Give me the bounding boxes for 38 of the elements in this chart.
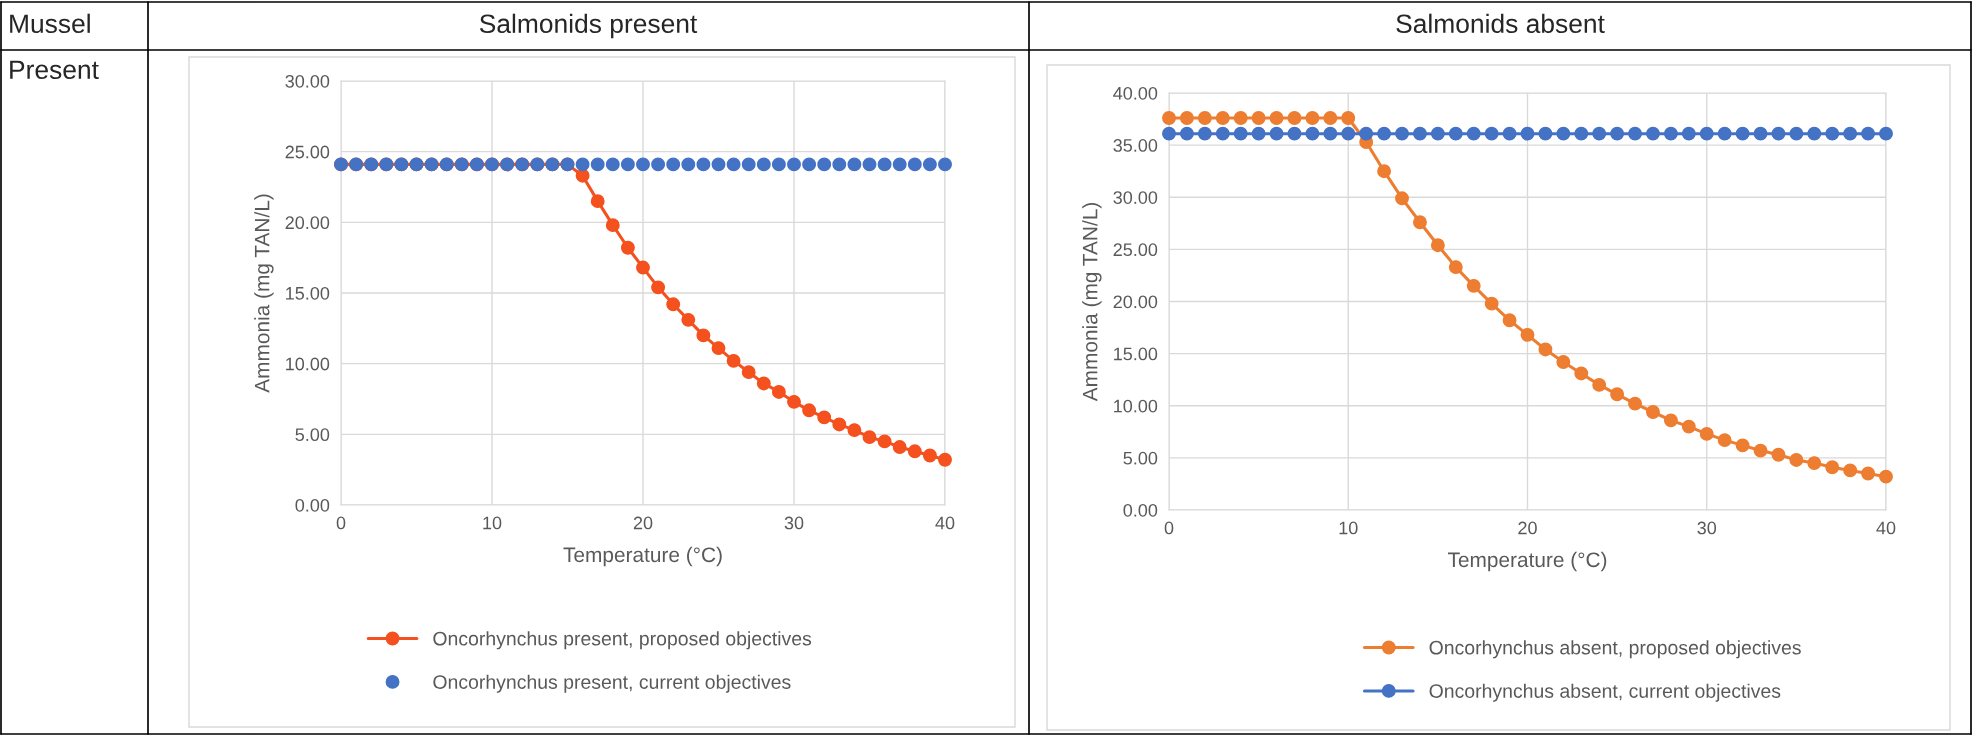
y-tick-label: 30.00 bbox=[1113, 191, 1158, 204]
legend-label: Oncorhynchus absent, current objectives bbox=[1429, 683, 1781, 702]
legend-label: Oncorhynchus present, current objectives bbox=[433, 674, 791, 693]
x-tick-label: 10 bbox=[483, 516, 502, 530]
y-tick-label: 15.00 bbox=[1114, 347, 1158, 361]
x-tick-label: 20 bbox=[633, 516, 653, 530]
y-tick-label: 15.00 bbox=[286, 286, 330, 300]
x-tick-label: 30 bbox=[1697, 521, 1717, 535]
y-tick-label: 10.00 bbox=[1114, 399, 1158, 413]
chart-title: Salmonids present bbox=[479, 13, 698, 39]
text: Mussel bbox=[10, 13, 90, 34]
y-tick-label: 25.00 bbox=[285, 145, 330, 159]
y-tick-label: 20.00 bbox=[1113, 295, 1158, 309]
y-axis-title: Ammonia (mg TAN/L) bbox=[1082, 203, 1102, 402]
legend-label: Oncorhynchus absent, proposed objectives bbox=[1429, 640, 1801, 659]
x-tick-label: 30 bbox=[784, 516, 804, 530]
y-tick-label: 30.00 bbox=[285, 74, 330, 88]
x-tick-label: 10 bbox=[1339, 521, 1358, 535]
y-tick-label: 35.00 bbox=[1113, 139, 1158, 152]
y-tick-label: 20.00 bbox=[285, 216, 330, 230]
y-tick-label: 0.00 bbox=[295, 498, 330, 512]
chart-title: Salmonids absent bbox=[1396, 13, 1605, 34]
x-axis-title: Temperature (°C) bbox=[1447, 551, 1607, 572]
y-axis-title: Ammonia (mg TAN/L) bbox=[254, 194, 274, 393]
legend-label: Oncorhynchus present, proposed objectives bbox=[433, 631, 812, 650]
y-tick-label: 5.00 bbox=[1123, 451, 1158, 465]
x-tick-label: 40 bbox=[1876, 521, 1896, 535]
x-tick-label: 40 bbox=[935, 516, 955, 530]
y-tick-label: 10.00 bbox=[286, 357, 330, 371]
y-tick-label: 0.00 bbox=[1123, 503, 1158, 517]
x-tick-label: 0 bbox=[336, 516, 346, 530]
y-tick-label: 25.00 bbox=[1113, 243, 1158, 257]
x-axis-title: Temperature (°C) bbox=[563, 546, 722, 567]
text: Present bbox=[10, 60, 99, 80]
x-tick-label: 20 bbox=[1518, 521, 1537, 535]
x-tick-label: 0 bbox=[1164, 521, 1174, 535]
y-tick-label: 5.00 bbox=[295, 428, 330, 442]
y-tick-label: 40.00 bbox=[1113, 86, 1158, 100]
